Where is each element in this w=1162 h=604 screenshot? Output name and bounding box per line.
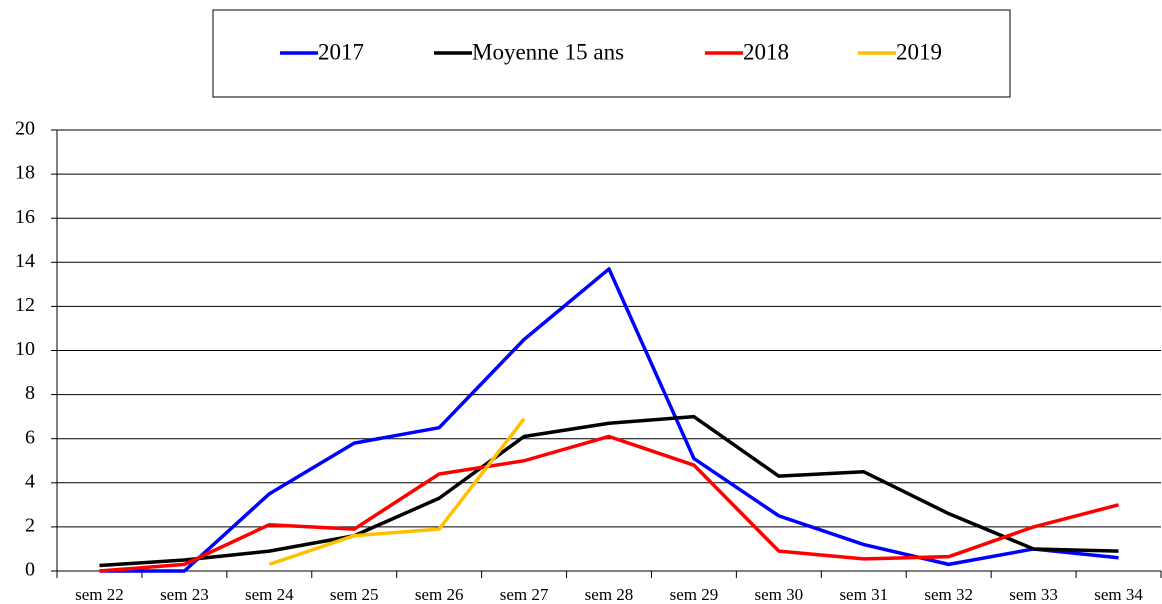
y-tick-label: 6: [25, 426, 35, 448]
line-series: [99, 267, 1119, 573]
y-tick-label: 0: [25, 559, 35, 581]
x-tick-label: sem 32: [924, 585, 973, 604]
x-tick-label: sem 29: [670, 585, 719, 604]
y-tick-label: 10: [15, 338, 35, 360]
line-series: [99, 434, 1119, 573]
x-tick-label: sem 30: [755, 585, 804, 604]
y-tick-label: 16: [15, 206, 35, 228]
x-tick-label: sem 25: [330, 585, 379, 604]
x-tick-label: sem 23: [160, 585, 209, 604]
legend-label: Moyenne 15 ans: [472, 39, 624, 64]
x-tick-label: sem 33: [1009, 585, 1058, 604]
x-tick-label: sem 24: [245, 585, 294, 604]
x-tick-label: sem 34: [1094, 585, 1143, 604]
legend-label: 2017: [318, 39, 364, 64]
legend-label: 2019: [896, 39, 942, 64]
x-tick-label: sem 26: [415, 585, 464, 604]
x-tick-label: sem 22: [75, 585, 124, 604]
legend-label: 2018: [743, 39, 789, 64]
x-tick-label: sem 27: [500, 585, 549, 604]
y-tick-label: 14: [15, 250, 35, 272]
y-tick-label: 18: [15, 162, 35, 184]
x-tick-label: sem 31: [839, 585, 888, 604]
y-tick-label: 4: [25, 470, 35, 492]
y-tick-label: 8: [25, 382, 35, 404]
line-series: [268, 417, 526, 567]
line-series: [99, 414, 1119, 568]
x-tick-label: sem 28: [585, 585, 634, 604]
y-tick-label: 20: [15, 118, 35, 140]
y-tick-label: 2: [25, 514, 35, 536]
y-tick-label: 12: [15, 294, 35, 316]
